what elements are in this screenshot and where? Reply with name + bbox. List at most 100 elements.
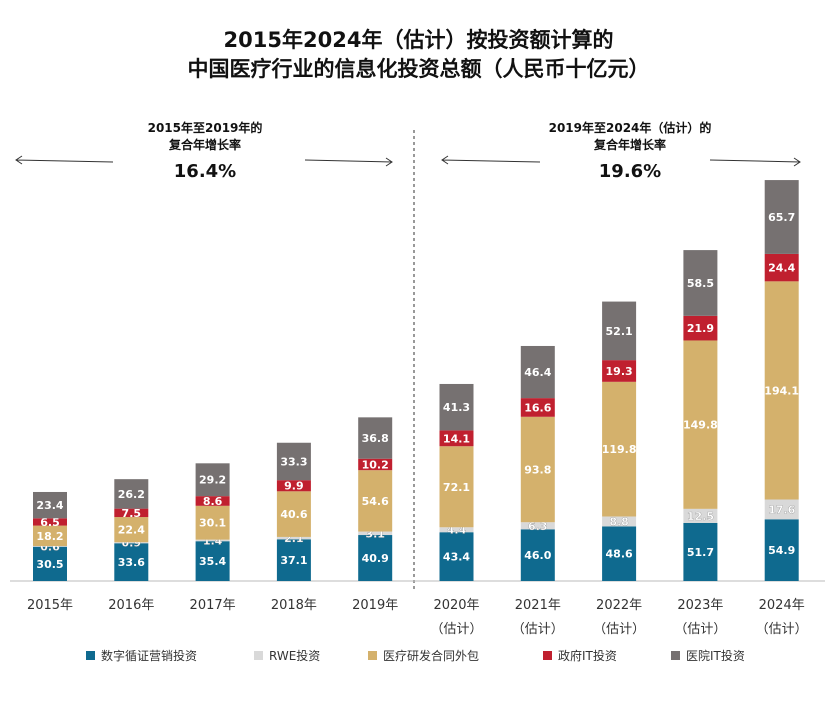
- bar-segment: [520, 416, 555, 523]
- data-label: 149.8: [683, 419, 718, 432]
- bar-segment: [33, 546, 67, 547]
- bar-segment: [764, 253, 799, 282]
- legend-swatch: [543, 651, 552, 660]
- data-label: 7.5: [122, 507, 142, 520]
- data-label: 29.2: [199, 474, 226, 487]
- legend-swatch: [86, 651, 95, 660]
- bar-segment: [195, 463, 230, 497]
- data-label: 30.1: [199, 517, 226, 530]
- x-tick-label: 2018年: [270, 598, 317, 613]
- data-label: 51.7: [687, 546, 714, 559]
- data-label: 36.8: [362, 432, 389, 445]
- data-label: 16.6: [524, 401, 551, 414]
- legend-entry: 数字循证营销投资: [86, 647, 197, 664]
- bar-segment: [195, 505, 230, 540]
- bar-segment: [602, 301, 637, 361]
- data-label: 58.5: [687, 277, 714, 290]
- data-label: 6.5: [40, 516, 60, 529]
- legend-label: 医院IT投资: [686, 649, 745, 663]
- data-label: 19.3: [606, 365, 633, 378]
- bar-segment: [195, 541, 230, 581]
- legend-entry: 政府IT投资: [543, 647, 617, 664]
- bar-segment: [764, 519, 799, 581]
- data-label: 40.6: [280, 508, 307, 521]
- bar-segment: [114, 517, 149, 543]
- annotation-value: 16.4%: [173, 161, 237, 182]
- data-label: 52.1: [606, 325, 633, 338]
- x-tick-label: 2019年: [352, 598, 399, 613]
- data-label: 21.9: [687, 322, 714, 335]
- data-label: 6.3: [528, 520, 548, 533]
- legend-swatch: [368, 651, 377, 660]
- bar-segment: [358, 535, 393, 581]
- data-label: 194.1: [764, 384, 799, 397]
- bar-segment: [764, 499, 799, 520]
- bar-segment: [114, 542, 149, 544]
- data-label: 26.2: [118, 488, 145, 501]
- x-tick-label: 2015年: [26, 598, 74, 613]
- x-tick-label: 2024年 （估计）: [755, 598, 808, 637]
- bar-segment: [114, 479, 149, 509]
- data-label: 23.4: [36, 499, 63, 512]
- bar-segment: [602, 516, 637, 527]
- bar-segment: [33, 491, 67, 519]
- bar-segment: [683, 250, 718, 316]
- bar-segment: [683, 508, 718, 523]
- data-label: 14.1: [443, 432, 470, 445]
- bar-segment: [33, 518, 67, 526]
- annotation: 2015年至2019年的 复合年增长率: [147, 121, 263, 152]
- data-label: 54.6: [362, 495, 389, 508]
- data-label: 41.3: [443, 401, 470, 414]
- bar-segment: [358, 531, 393, 536]
- legend-label: RWE投资: [269, 649, 321, 663]
- data-label: 22.4: [118, 524, 145, 537]
- data-label: 18.2: [36, 530, 63, 543]
- data-label: 30.5: [36, 558, 63, 571]
- bar-segment: [602, 526, 637, 581]
- bar-segment: [602, 360, 637, 382]
- bar-segment: [358, 417, 393, 459]
- legend-label: 医疗研发合同外包: [383, 649, 480, 663]
- data-label: 46.4: [524, 366, 551, 379]
- data-label: 72.1: [443, 481, 470, 494]
- bar-segment: [520, 398, 555, 417]
- bar-segment: [439, 527, 474, 533]
- x-tick-label: 2022年 （估计）: [593, 598, 646, 637]
- data-label: 43.4: [443, 551, 470, 564]
- bar-segment: [520, 345, 555, 399]
- bar-segment: [114, 543, 149, 581]
- x-tick-label: 2020年 （估计）: [430, 598, 483, 637]
- bar-segment: [276, 480, 311, 492]
- bar-segment: [683, 522, 718, 581]
- annotation-value: 19.6%: [598, 161, 662, 182]
- arrows: [15, 155, 801, 167]
- legend-swatch: [671, 651, 680, 660]
- bar-segment: [520, 522, 555, 530]
- x-tick-label: 2021年 （估计）: [511, 598, 564, 637]
- bar-segment: [276, 536, 311, 540]
- x-tick-label: 2017年: [189, 598, 236, 613]
- data-label: 24.4: [768, 262, 795, 275]
- bar-segment: [276, 442, 311, 481]
- annotation: 2019年至2024年（估计）的 复合年增长率: [548, 121, 712, 152]
- legend-entry: RWE投资: [254, 647, 320, 664]
- data-label: 9.9: [284, 480, 304, 493]
- legend-label: 数字循证营销投资: [101, 649, 198, 663]
- bar-segment: [602, 381, 637, 517]
- bar-segment: [33, 546, 67, 581]
- data-label: 54.9: [768, 544, 795, 557]
- bar-segment: [439, 383, 474, 431]
- bar-segment: [520, 529, 555, 581]
- chart-title: 2015年2024年（估计）按投资额计算的 中国医疗行业的信息化投资总额（人民币…: [187, 28, 650, 81]
- legend-label: 政府IT投资: [558, 649, 617, 663]
- bar-segment: [358, 470, 393, 532]
- x-tick-label: 2016年: [108, 598, 155, 613]
- data-label: 17.6: [768, 503, 795, 516]
- data-label: 35.4: [199, 555, 226, 568]
- bar-segment: [764, 180, 799, 254]
- bar-segment: [683, 340, 718, 509]
- bar-segment: [114, 508, 149, 518]
- bar-segment: [683, 315, 718, 341]
- bar-segment: [439, 446, 474, 528]
